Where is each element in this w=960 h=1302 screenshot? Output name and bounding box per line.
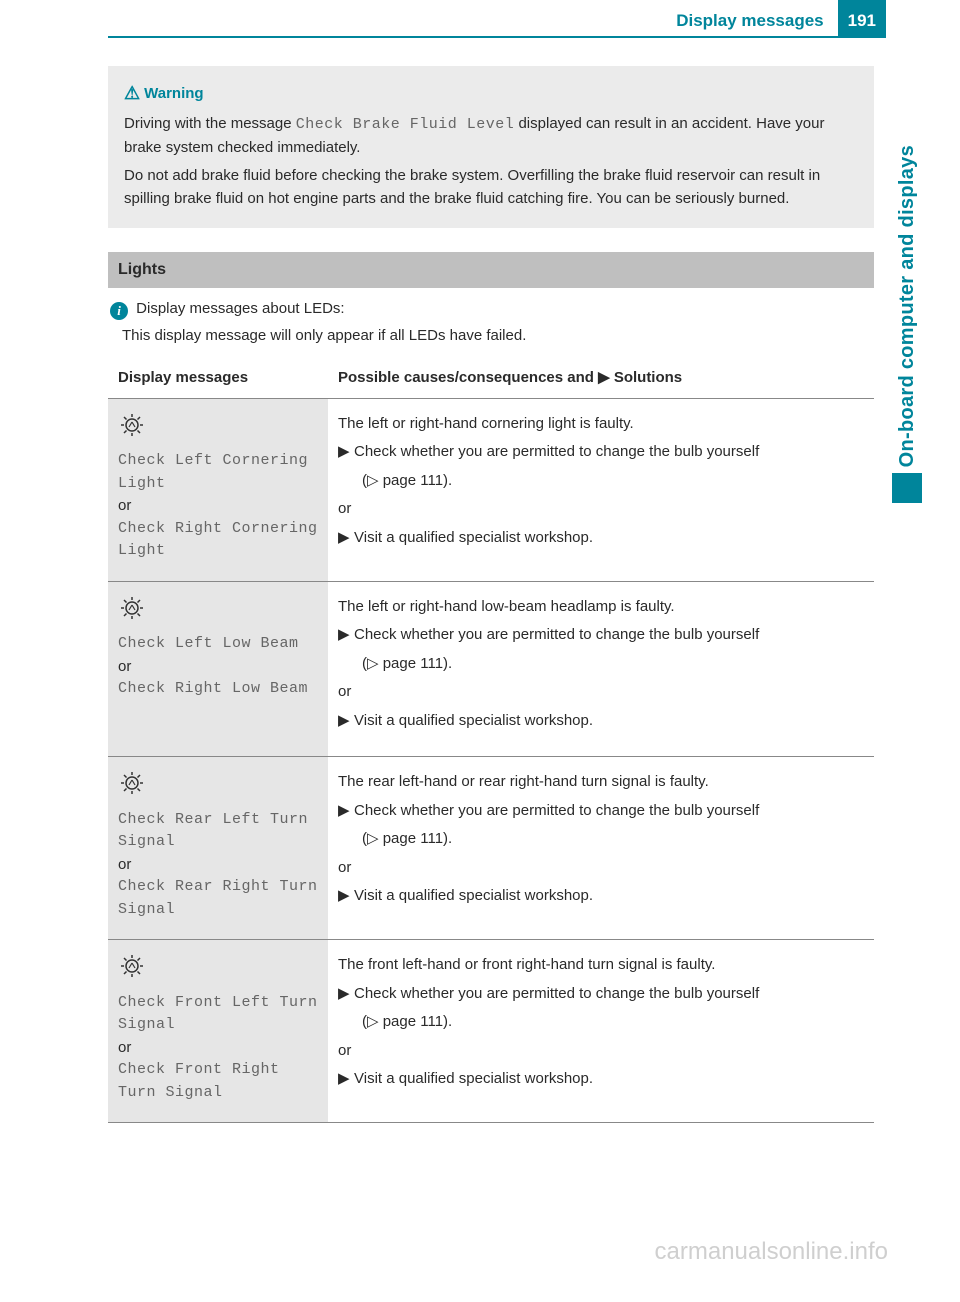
section-heading: Lights [108, 252, 874, 288]
msg-2: Check Front Right Turn Signal [118, 1059, 318, 1104]
bulb-icon [118, 954, 146, 978]
info-text-2: This display message will only appear if… [108, 325, 874, 348]
solution-cell: The left or right-hand cornering light i… [328, 398, 874, 581]
message-cell: Check Rear Left Turn SignalorCheck Rear … [108, 757, 328, 940]
or-text: or [338, 681, 864, 704]
arrow-icon: ▶ [338, 1068, 354, 1091]
solution-step: ▶Visit a qualified specialist workshop. [338, 527, 864, 550]
page-ref: (▷ page 111). [338, 828, 864, 851]
or-text: or [338, 1040, 864, 1063]
cause-text: The front left-hand or front right-hand … [338, 954, 864, 977]
solution-cell: The rear left-hand or rear right-hand tu… [328, 757, 874, 940]
table-row: Check Left Low BeamorCheck Right Low Bea… [108, 581, 874, 757]
page-header: Display messages 191 [108, 0, 886, 38]
arrow-icon: ▶ [338, 710, 354, 733]
solution-step: ▶Check whether you are permitted to chan… [338, 624, 864, 647]
warning-icon: ⚠ [124, 83, 140, 103]
arrow-icon: ▶ [338, 441, 354, 464]
msg-1: Check Rear Left Turn Signal [118, 809, 318, 854]
solution-cell: The left or right-hand low-beam headlamp… [328, 581, 874, 757]
warning-mono: Check Brake Fluid Level [296, 116, 515, 133]
col-header-1: Display messages [108, 359, 328, 398]
or-text: or [338, 498, 864, 521]
table-row: Check Left Cornering LightorCheck Right … [108, 398, 874, 581]
header-title: Display messages [676, 0, 837, 36]
msg-or: or [118, 1037, 318, 1060]
msg-or: or [118, 495, 318, 518]
page-ref: (▷ page 111). [338, 1011, 864, 1034]
cause-text: The left or right-hand low-beam headlamp… [338, 596, 864, 619]
cause-text: The rear left-hand or rear right-hand tu… [338, 771, 864, 794]
col-header-2: Possible causes/consequences and ▶ Solut… [328, 359, 874, 398]
arrow-icon: ▶ [338, 885, 354, 908]
or-text: or [338, 857, 864, 880]
warning-para-1: Driving with the message Check Brake Flu… [124, 113, 858, 159]
warning-heading: ⚠Warning [124, 80, 858, 107]
info-text-1: Display messages about LEDs: [136, 300, 344, 317]
solution-step: ▶Visit a qualified specialist workshop. [338, 1068, 864, 1091]
page-number: 191 [838, 0, 886, 36]
info-line: i Display messages about LEDs: [108, 298, 874, 321]
watermark: carmanualsonline.info [655, 1234, 888, 1270]
side-tab: On-board computer and displays [892, 145, 922, 503]
bulb-icon [118, 413, 146, 437]
solution-step: ▶Check whether you are permitted to chan… [338, 441, 864, 464]
msg-1: Check Left Low Beam [118, 633, 318, 656]
message-cell: Check Left Low BeamorCheck Right Low Bea… [108, 581, 328, 757]
msg-1: Check Front Left Turn Signal [118, 992, 318, 1037]
message-cell: Check Left Cornering LightorCheck Right … [108, 398, 328, 581]
cause-text: The left or right-hand cornering light i… [338, 413, 864, 436]
arrow-icon: ▶ [338, 624, 354, 647]
warning-box: ⚠Warning Driving with the message Check … [108, 66, 874, 228]
solution-step: ▶Visit a qualified specialist workshop. [338, 885, 864, 908]
msg-or: or [118, 656, 318, 679]
solution-step: ▶Check whether you are permitted to chan… [338, 983, 864, 1006]
page-ref: (▷ page 111). [338, 653, 864, 676]
warning-label: Warning [144, 85, 203, 102]
bulb-icon [118, 596, 146, 620]
messages-table: Display messages Possible causes/consequ… [108, 359, 874, 1123]
solution-step: ▶Check whether you are permitted to chan… [338, 800, 864, 823]
table-row: Check Front Left Turn SignalorCheck Fron… [108, 940, 874, 1123]
msg-or: or [118, 854, 318, 877]
message-cell: Check Front Left Turn SignalorCheck Fron… [108, 940, 328, 1123]
table-row: Check Rear Left Turn SignalorCheck Rear … [108, 757, 874, 940]
side-tab-marker [892, 473, 922, 503]
page-ref: (▷ page 111). [338, 470, 864, 493]
arrow-icon: ▶ [338, 983, 354, 1006]
arrow-icon: ▶ [338, 527, 354, 550]
msg-2: Check Rear Right Turn Signal [118, 876, 318, 921]
side-tab-label: On-board computer and displays [892, 145, 922, 467]
msg-2: Check Right Low Beam [118, 678, 318, 701]
msg-2: Check Right Cornering Light [118, 518, 318, 563]
content-area: ⚠Warning Driving with the message Check … [108, 66, 874, 1123]
msg-1: Check Left Cornering Light [118, 450, 318, 495]
solution-step: ▶Visit a qualified specialist workshop. [338, 710, 864, 733]
solution-cell: The front left-hand or front right-hand … [328, 940, 874, 1123]
info-icon: i [110, 302, 128, 320]
warning-para-2: Do not add brake fluid before checking t… [124, 165, 858, 210]
arrow-icon: ▶ [338, 800, 354, 823]
bulb-icon [118, 771, 146, 795]
